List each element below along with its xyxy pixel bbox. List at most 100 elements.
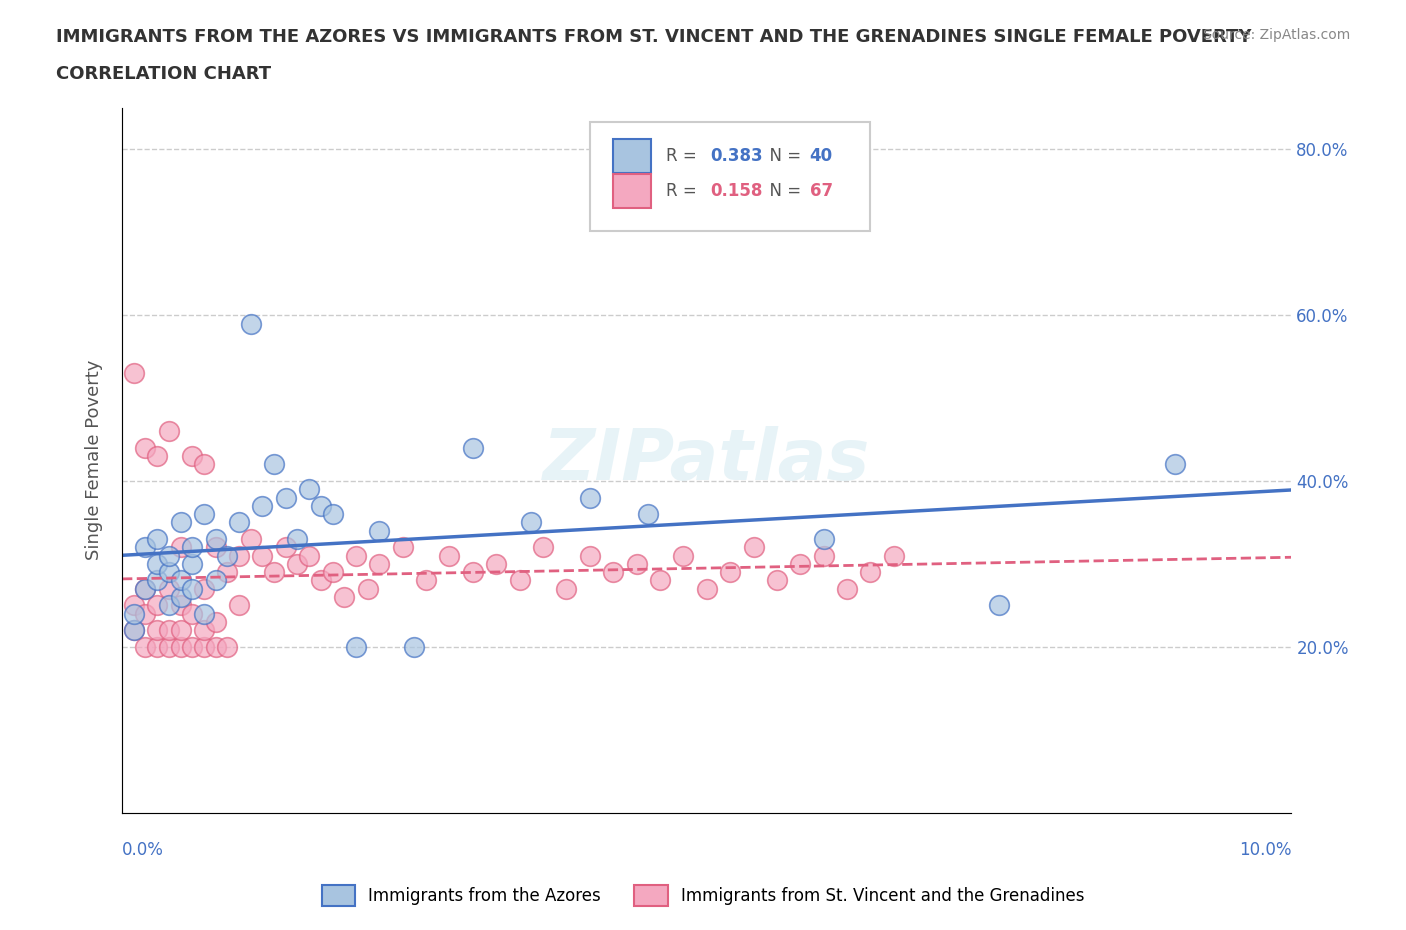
- Point: [181, 581, 204, 596]
- Point: [181, 540, 204, 555]
- Text: 0.158: 0.158: [710, 182, 762, 200]
- Point: [181, 556, 204, 571]
- Point: [602, 565, 624, 579]
- Point: [122, 623, 145, 638]
- Point: [239, 532, 262, 547]
- Point: [368, 556, 391, 571]
- Point: [204, 615, 226, 630]
- Point: [1163, 457, 1185, 472]
- Bar: [613, 174, 651, 208]
- Text: R =: R =: [666, 147, 702, 165]
- Point: [252, 548, 274, 563]
- Point: [169, 590, 191, 604]
- Point: [509, 573, 531, 588]
- Point: [157, 623, 180, 638]
- Point: [181, 606, 204, 621]
- Point: [461, 565, 484, 579]
- Point: [461, 441, 484, 456]
- Point: [309, 573, 332, 588]
- Point: [204, 639, 226, 654]
- Point: [287, 532, 309, 547]
- Point: [169, 639, 191, 654]
- Point: [193, 623, 215, 638]
- Point: [169, 540, 191, 555]
- Text: N =: N =: [759, 182, 807, 200]
- Point: [217, 565, 239, 579]
- Point: [672, 548, 695, 563]
- Point: [263, 457, 285, 472]
- Point: [181, 639, 204, 654]
- Point: [531, 540, 554, 555]
- Point: [193, 639, 215, 654]
- Point: [356, 581, 378, 596]
- Text: 0.0%: 0.0%: [122, 841, 165, 858]
- Point: [391, 540, 413, 555]
- Point: [157, 639, 180, 654]
- Text: CORRELATION CHART: CORRELATION CHART: [56, 65, 271, 83]
- Point: [134, 581, 156, 596]
- Point: [696, 581, 718, 596]
- Text: 67: 67: [810, 182, 832, 200]
- Point: [555, 581, 578, 596]
- Point: [193, 606, 215, 621]
- Text: 0.383: 0.383: [710, 147, 763, 165]
- Point: [157, 565, 180, 579]
- Point: [169, 573, 191, 588]
- Point: [228, 515, 250, 530]
- Point: [439, 548, 461, 563]
- Point: [368, 524, 391, 538]
- Y-axis label: Single Female Poverty: Single Female Poverty: [86, 360, 103, 561]
- Point: [157, 548, 180, 563]
- Point: [252, 498, 274, 513]
- Point: [181, 448, 204, 463]
- Point: [404, 639, 426, 654]
- Point: [204, 540, 226, 555]
- Point: [988, 598, 1011, 613]
- Point: [146, 598, 169, 613]
- Point: [134, 540, 156, 555]
- Point: [146, 623, 169, 638]
- Point: [204, 532, 226, 547]
- Point: [217, 548, 239, 563]
- Point: [134, 639, 156, 654]
- Point: [146, 639, 169, 654]
- Point: [274, 490, 297, 505]
- Point: [344, 548, 367, 563]
- Point: [322, 507, 344, 522]
- Point: [263, 565, 285, 579]
- Point: [193, 507, 215, 522]
- Point: [169, 598, 191, 613]
- Bar: [613, 139, 651, 173]
- Point: [228, 598, 250, 613]
- Point: [146, 532, 169, 547]
- Text: 40: 40: [810, 147, 832, 165]
- Point: [813, 532, 835, 547]
- Point: [859, 565, 882, 579]
- Point: [415, 573, 437, 588]
- Point: [333, 590, 356, 604]
- Point: [122, 598, 145, 613]
- Point: [578, 548, 600, 563]
- Point: [146, 556, 169, 571]
- Point: [520, 515, 543, 530]
- Point: [835, 581, 858, 596]
- Point: [742, 540, 765, 555]
- Point: [626, 556, 648, 571]
- Point: [578, 490, 600, 505]
- Point: [274, 540, 297, 555]
- Text: IMMIGRANTS FROM THE AZORES VS IMMIGRANTS FROM ST. VINCENT AND THE GRENADINES SIN: IMMIGRANTS FROM THE AZORES VS IMMIGRANTS…: [56, 28, 1251, 46]
- Point: [344, 639, 367, 654]
- Point: [766, 573, 789, 588]
- Point: [122, 606, 145, 621]
- Point: [298, 548, 321, 563]
- Point: [146, 573, 169, 588]
- Point: [169, 623, 191, 638]
- Point: [648, 573, 671, 588]
- Point: [134, 581, 156, 596]
- Point: [813, 548, 835, 563]
- Point: [169, 515, 191, 530]
- Text: Source: ZipAtlas.com: Source: ZipAtlas.com: [1202, 28, 1350, 42]
- Point: [883, 548, 905, 563]
- Point: [204, 573, 226, 588]
- Point: [485, 556, 508, 571]
